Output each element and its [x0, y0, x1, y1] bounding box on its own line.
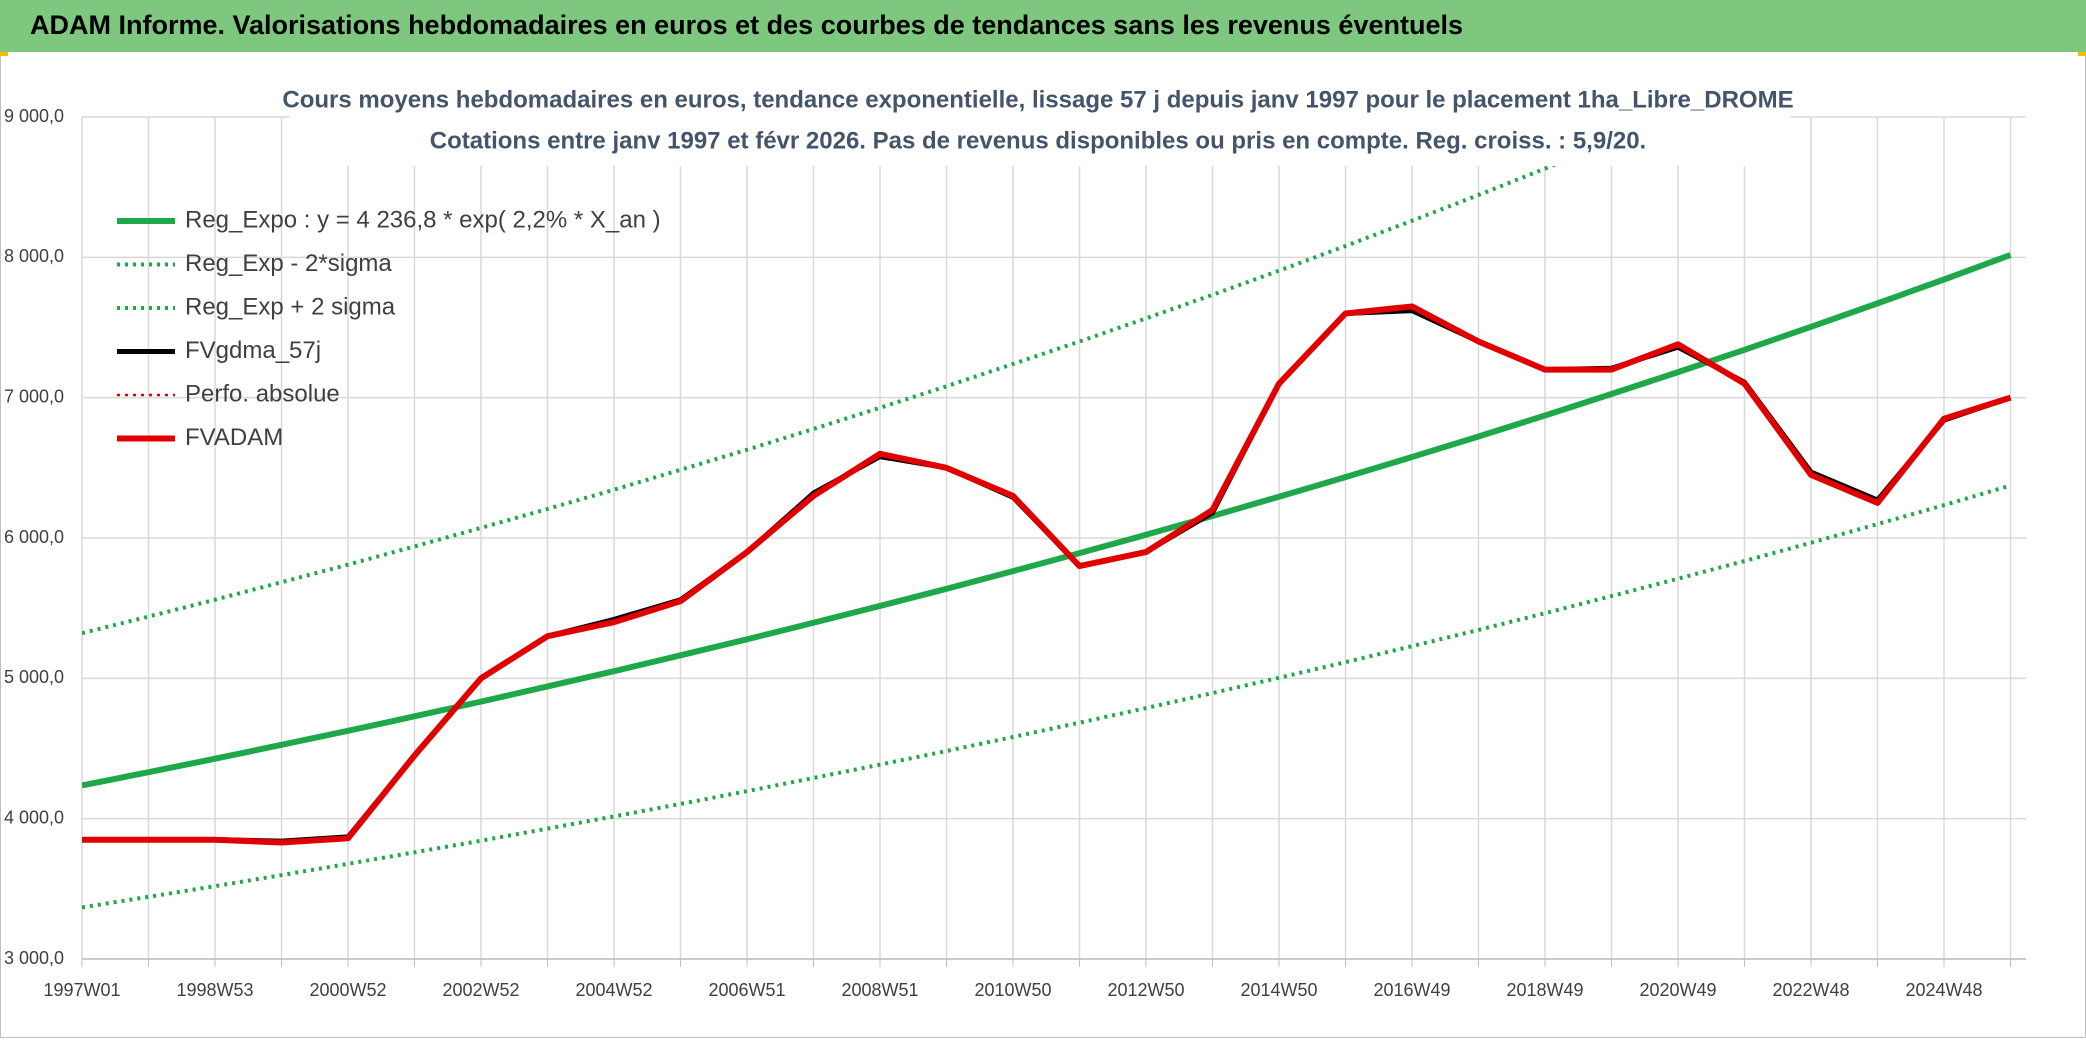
legend-label: Reg_Exp + 2 sigma [185, 293, 396, 320]
legend-label: Reg_Expo : y = 4 236,8 * exp( 2,2% * X_a… [185, 206, 661, 233]
series-line [82, 252, 2012, 789]
legend-label: FVgdma_57j [185, 337, 321, 364]
title-box [290, 80, 1790, 166]
y-tick-label: 4 000,0 [4, 807, 64, 827]
chart-subtitle: Cotations entre janv 1997 et févr 2026. … [430, 127, 1646, 154]
x-tick-label: 2010W50 [974, 980, 1051, 1000]
x-tick-label: 2024W48 [1905, 980, 1982, 1000]
legend-label: Reg_Exp - 2*sigma [185, 250, 392, 277]
x-tick-label: 2004W52 [575, 980, 652, 1000]
corner [0, 52, 8, 56]
x-tick-label: 1998W53 [176, 980, 253, 1000]
corner [2078, 52, 2086, 56]
legend-label: FVADAM [185, 424, 283, 451]
header-bar [0, 0, 2086, 52]
x-tick-label: 2012W50 [1107, 980, 1184, 1000]
x-tick-label: 2014W50 [1240, 980, 1317, 1000]
x-tick-label: 2020W49 [1639, 980, 1716, 1000]
y-tick-label: 6 000,0 [4, 527, 64, 547]
y-tick-label: 9 000,0 [4, 106, 64, 126]
plot [82, 115, 2012, 910]
y-tick-label: 3 000,0 [4, 948, 64, 968]
series-line [82, 303, 2012, 846]
x-tick-label: 2008W51 [841, 980, 918, 1000]
legend: Reg_Expo : y = 4 236,8 * exp( 2,2% * X_a… [117, 206, 661, 451]
header-title: ADAM Informe. Valorisations hebdomadaire… [30, 10, 1463, 40]
x-tick-label: 2002W52 [442, 980, 519, 1000]
legend-label: Perfo. absolue [185, 380, 340, 407]
x-tick-label: 2006W51 [708, 980, 785, 1000]
chart-title: Cours moyens hebdomadaires en euros, ten… [282, 86, 1793, 113]
y-tick-label: 5 000,0 [4, 667, 64, 687]
x-tick-label: 2016W49 [1373, 980, 1450, 1000]
x-tick-label: 2000W52 [309, 980, 386, 1000]
x-tick-label: 2022W48 [1772, 980, 1849, 1000]
series-line [82, 483, 2012, 910]
y-tick-label: 8 000,0 [4, 246, 64, 266]
x-tick-label: 1997W01 [43, 980, 120, 1000]
y-tick-label: 7 000,0 [4, 386, 64, 406]
x-tick-label: 2018W49 [1506, 980, 1583, 1000]
